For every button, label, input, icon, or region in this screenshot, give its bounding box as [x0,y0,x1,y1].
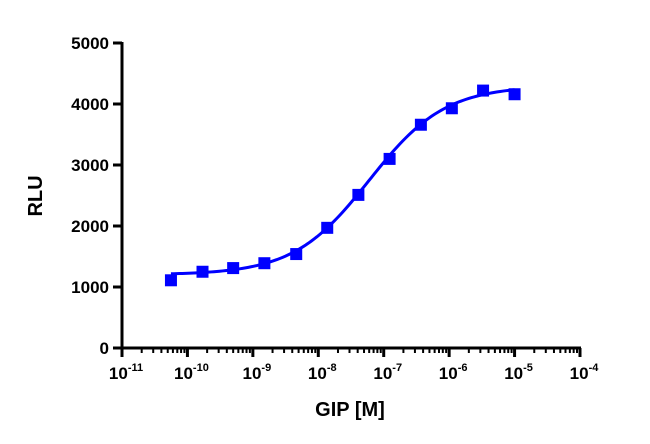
x-tick-label: 10-9 [243,362,272,383]
data-point [477,84,490,97]
y-axis-title: RLU [25,175,47,216]
data-point [290,248,303,261]
x-tick-label: 10-11 [109,362,143,383]
x-tick-label: 10-6 [439,362,468,383]
y-tick-label: 4000 [71,95,109,114]
y-tick-labels: 0 1000 2000 3000 4000 5000 [71,34,109,358]
data-point [352,188,365,201]
axes [113,41,582,357]
y-tick-label: 2000 [71,217,109,236]
data-point [414,118,427,131]
data-point [227,262,240,275]
data-point [196,265,209,278]
fit-curve [170,88,515,276]
x-tick-label: 10-4 [570,362,600,383]
data-point [258,257,271,270]
data-point [383,152,396,165]
data-point [445,102,458,115]
x-tick-labels: 10-11 10-10 10-9 10-8 10-7 10-6 10-5 10-4 [109,362,599,383]
data-point [508,88,521,101]
x-tick-label: 10-8 [308,362,337,383]
data-points [164,84,521,287]
y-tick-label: 1000 [71,278,109,297]
data-point [164,274,177,287]
y-tick-label: 0 [100,339,109,358]
x-tick-label: 10-5 [504,362,533,383]
x-tick-label: 10-10 [174,362,209,383]
y-tick-label: 3000 [71,156,109,175]
y-tick-label: 5000 [71,34,109,53]
x-tick-label: 10-7 [373,362,402,383]
data-point [321,221,334,234]
x-axis-title: GIP [M] [315,399,385,421]
